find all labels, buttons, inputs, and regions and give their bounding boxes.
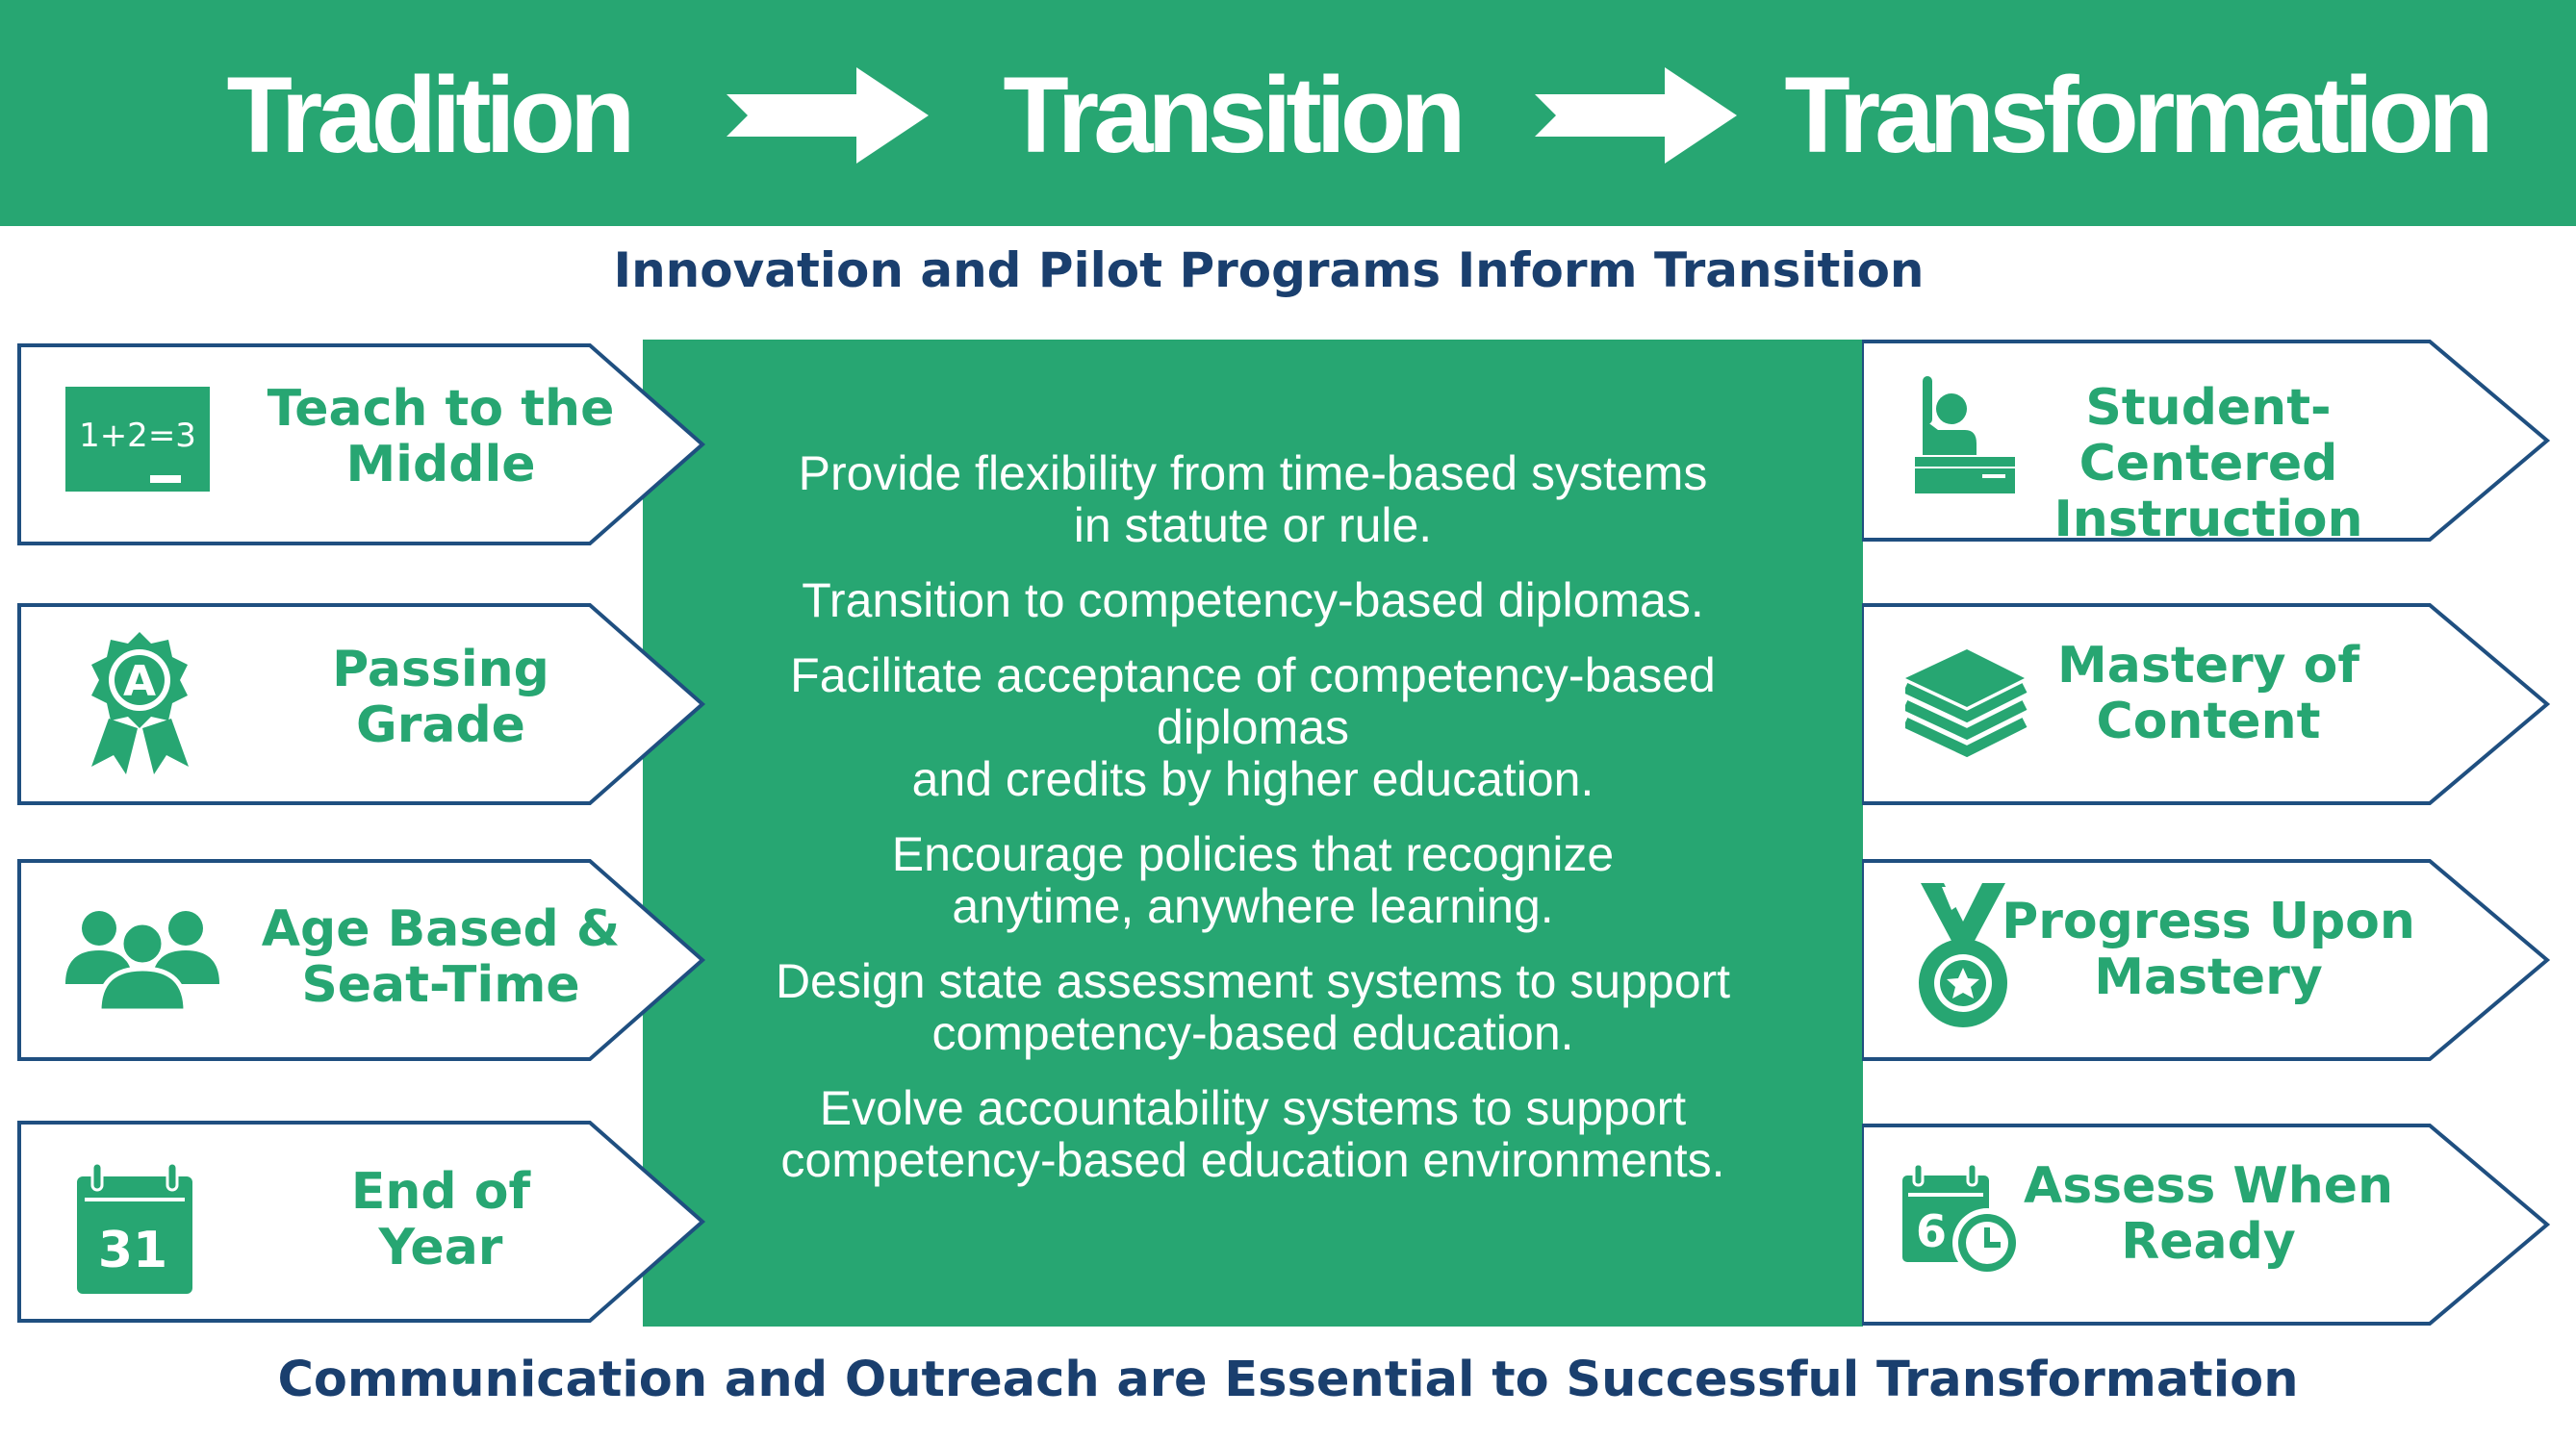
arrow-box-frame bbox=[1862, 859, 2551, 1061]
policy-item: Design state assessment systems to suppo… bbox=[775, 954, 1731, 1060]
policy-item: Encourage policies that recognize anytim… bbox=[891, 827, 1615, 933]
arrow-right-icon bbox=[727, 67, 929, 164]
calendar-icon: 31 bbox=[77, 1161, 192, 1294]
tradition-item-end-of-year: 31 End of Year bbox=[17, 1121, 725, 1323]
svg-text:31: 31 bbox=[98, 1222, 167, 1279]
item-label: Age Based & Seat-Time bbox=[261, 900, 621, 1014]
policy-panel: Provide flexibility from time-based syst… bbox=[643, 340, 1863, 1327]
stage-tradition: Tradition bbox=[226, 55, 636, 175]
transformation-item-assess-ready: 6 Assess When Ready bbox=[1862, 1124, 2557, 1326]
arrow-box-frame bbox=[17, 859, 706, 1061]
top-subtitle: Innovation and Pilot Programs Inform Tra… bbox=[613, 242, 1925, 298]
stage-transition: Transition bbox=[1003, 55, 1466, 175]
people-group-icon bbox=[65, 911, 219, 1013]
arrow-box-frame bbox=[1862, 340, 2551, 542]
tradition-item-age-based: Age Based & Seat-Time bbox=[17, 859, 725, 1061]
item-label: Teach to the Middle bbox=[267, 380, 615, 493]
transformation-item-mastery-content: Mastery of Content bbox=[1862, 603, 2557, 805]
arrow-box-frame bbox=[1862, 603, 2551, 805]
bottom-subtitle: Communication and Outreach are Essential… bbox=[277, 1352, 2299, 1408]
item-label: Assess When Ready bbox=[2023, 1157, 2394, 1271]
stage-transformation: Transformation bbox=[1784, 55, 2493, 175]
item-label: End of Year bbox=[350, 1163, 531, 1277]
chalkboard-icon: 1+2=3 bbox=[65, 387, 210, 492]
tradition-item-passing-grade: A Passing Grade bbox=[17, 603, 725, 805]
svg-text:1+2=3: 1+2=3 bbox=[79, 417, 196, 455]
policy-item: Provide flexibility from time-based syst… bbox=[798, 446, 1708, 552]
svg-text:A: A bbox=[123, 657, 156, 706]
policy-item: Evolve accountability systems to support… bbox=[780, 1081, 1725, 1187]
tradition-item-teach-to-middle: 1+2=3 Teach to the Middle bbox=[17, 343, 725, 545]
book-stack-icon bbox=[1905, 649, 2028, 758]
grade-badge-icon: A bbox=[91, 632, 189, 774]
header-banner: Tradition Transition Transformation bbox=[0, 0, 2576, 226]
policy-list: Provide flexibility from time-based syst… bbox=[643, 447, 1863, 1209]
item-label: Student-Centered Instruction bbox=[2053, 379, 2363, 548]
arrow-box-frame bbox=[17, 603, 706, 805]
calendar-clock-icon: 6 bbox=[1902, 1162, 2022, 1277]
arrow-right-icon bbox=[1535, 67, 1737, 164]
item-label: Passing Grade bbox=[332, 641, 549, 754]
item-label: Mastery of Content bbox=[2057, 637, 2359, 750]
policy-item: Facilitate acceptance of competency-base… bbox=[790, 648, 1716, 806]
medal-icon bbox=[1919, 883, 2007, 1027]
student-desk-icon bbox=[1915, 376, 2015, 493]
transformation-item-student-centered: Student-Centered Instruction bbox=[1862, 340, 2557, 547]
transformation-item-progress-mastery: Progress Upon Mastery bbox=[1862, 859, 2557, 1061]
svg-text:6: 6 bbox=[1916, 1205, 1947, 1257]
item-label: Progress Upon Mastery bbox=[2002, 893, 2415, 1006]
arrow-box-frame bbox=[1862, 1124, 2551, 1326]
policy-item: Transition to competency-based diplomas. bbox=[802, 573, 1704, 627]
